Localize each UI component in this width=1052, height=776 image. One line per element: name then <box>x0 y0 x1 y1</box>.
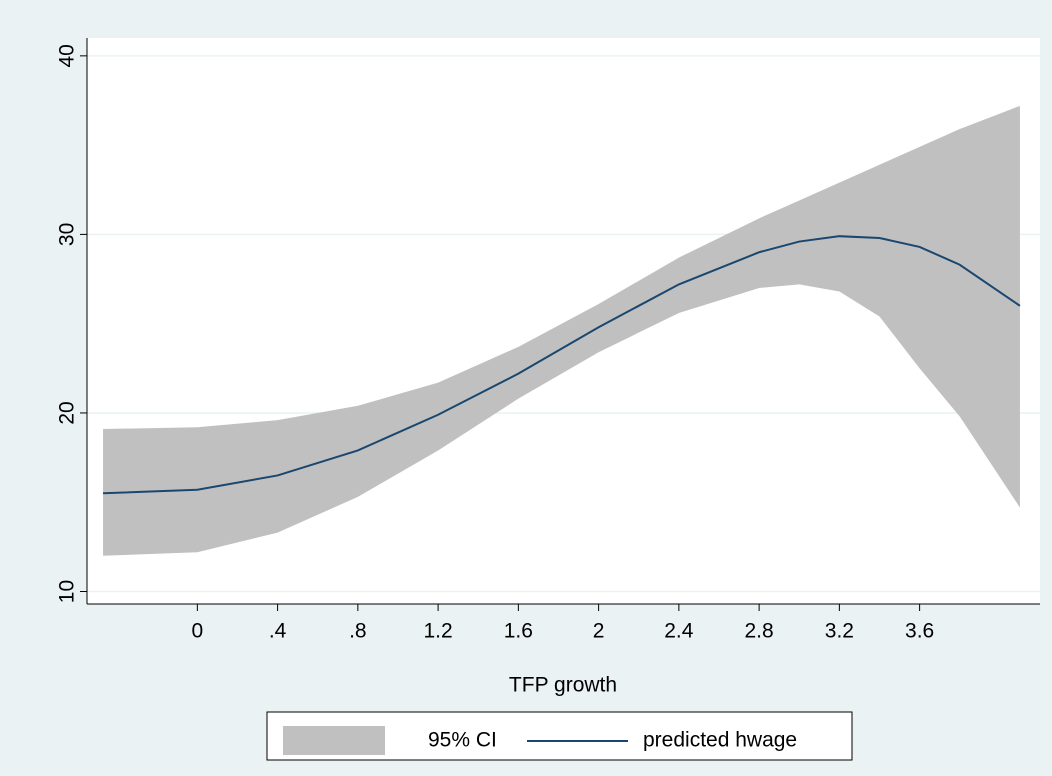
x-tick-label: 1.2 <box>424 620 453 643</box>
y-tick-label: 20 <box>56 401 79 424</box>
x-tick-label: 2.8 <box>745 620 774 643</box>
legend-label: predicted hwage <box>643 729 797 752</box>
x-tick-label: .4 <box>269 620 287 643</box>
legend-swatch <box>283 726 385 755</box>
marks <box>103 105 1021 556</box>
x-tick-label: 0 <box>192 620 204 643</box>
legend-label: 95% CI <box>428 729 497 752</box>
y-tick-label: 30 <box>56 223 79 246</box>
x-tick-label: 2 <box>593 620 605 643</box>
x-tick-label: 1.6 <box>504 620 533 643</box>
x-tick-label: 2.4 <box>664 620 694 643</box>
ticks: 10 20 30 40 0 .4 .8 1.2 1.6 2 2.4 2.8 3.2 3.6 <box>56 44 935 642</box>
y-tick-label: 10 <box>56 580 79 603</box>
legend-entries: 95% CI predicted hwage <box>283 726 797 755</box>
x-axis-label: TFP growth <box>509 674 617 697</box>
x-tick-label: 3.2 <box>825 620 854 643</box>
x-tick-label: .8 <box>349 620 367 643</box>
line <box>103 235 1021 495</box>
x-tick-label: 3.6 <box>905 620 934 643</box>
ci-band <box>103 105 1020 556</box>
y-tick-label: 40 <box>56 44 79 67</box>
